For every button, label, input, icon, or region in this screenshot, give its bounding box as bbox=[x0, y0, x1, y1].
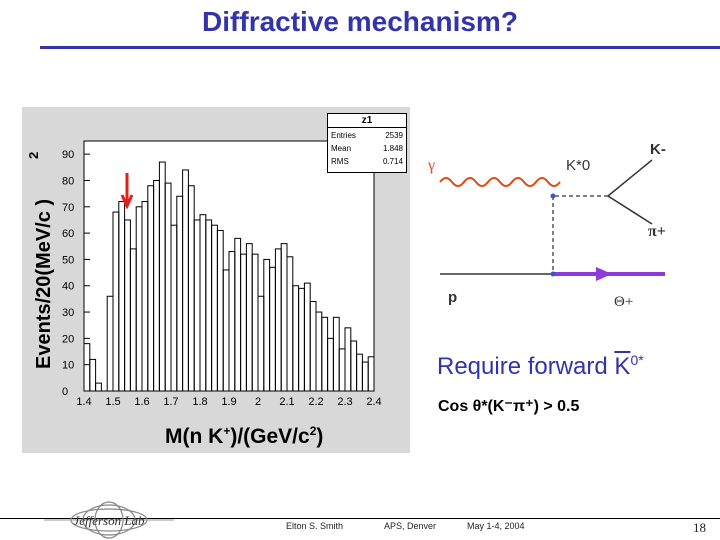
y-axis-label-sup: 2 bbox=[26, 152, 41, 159]
kminus-line bbox=[607, 159, 653, 197]
feynman-diagram: γ K*0 K- π+ p Θ+ bbox=[427, 141, 666, 310]
x-tick-label: 2.1 bbox=[279, 396, 294, 408]
kstar-label: K*0 bbox=[566, 157, 590, 174]
kminus-label: K- bbox=[650, 141, 666, 158]
x-tick-label: 1.5 bbox=[105, 396, 120, 408]
y-tick-label: 30 bbox=[62, 307, 74, 319]
y-tick-label: 40 bbox=[62, 281, 74, 293]
x-tick-label: 2.2 bbox=[308, 396, 323, 408]
kbar-symbol: K bbox=[614, 353, 631, 380]
x-tick-label: 1.7 bbox=[163, 396, 178, 408]
histogram-plot: 0 10 20 30 40 50 60 70 80 90 1.4 1.5 1.6 1.7 1.8 1.9 2 2… bbox=[62, 140, 382, 408]
x-axis-label: M(n K+)/(GeV/c2) bbox=[165, 424, 324, 448]
y-tick-label: 50 bbox=[62, 254, 74, 266]
jefferson-lab-logo: Jefferson Lab bbox=[44, 501, 174, 539]
footer-author: Elton S. Smith bbox=[286, 521, 344, 531]
gamma-label: γ bbox=[427, 157, 435, 174]
y-tick-label: 60 bbox=[62, 228, 74, 240]
logo-text: Jefferson Lab bbox=[73, 513, 145, 528]
footer-date: May 1-4, 2004 bbox=[467, 521, 525, 531]
piplus-line bbox=[607, 195, 653, 225]
stats-row: Entries 2539 bbox=[331, 131, 403, 140]
proton-label: p bbox=[448, 289, 457, 306]
y-axis-label: Events/20(MeV/c ) bbox=[33, 199, 55, 369]
y-axis-label-svg: Events/20(MeV/c ) 2 bbox=[26, 152, 55, 369]
y-tick-label: 10 bbox=[62, 360, 74, 372]
peak-arrow bbox=[120, 173, 134, 210]
cos-cut-text: Cos θ*(K⁻π⁺) > 0.5 bbox=[438, 398, 580, 415]
x-tick-label: 1.9 bbox=[221, 396, 236, 408]
stats-row: Mean 1.848 bbox=[331, 144, 403, 153]
vertex-bottom bbox=[550, 271, 556, 277]
x-tick-label: 2.4 bbox=[366, 396, 381, 408]
y-tick-label: 70 bbox=[62, 202, 74, 214]
svg-text:Events/20(MeV/c ): Events/20(MeV/c ) bbox=[33, 199, 55, 369]
histogram-bin bbox=[367, 356, 375, 392]
x-tick-label: 1.6 bbox=[134, 396, 149, 408]
y-tick-label: 90 bbox=[62, 149, 74, 161]
x-tick-label: 2 bbox=[255, 396, 261, 408]
y-tick-label: 0 bbox=[62, 386, 68, 398]
stats-box: z1 Entries 2539 Mean 1.848 RMS 0.714 bbox=[327, 113, 407, 173]
theta-label: Θ+ bbox=[614, 294, 633, 310]
photon-line bbox=[439, 177, 561, 187]
stats-title: z1 bbox=[328, 114, 406, 128]
slide-title: Diffractive mechanism? bbox=[202, 6, 518, 37]
x-tick-label: 2.3 bbox=[337, 396, 352, 408]
y-tick-label: 80 bbox=[62, 175, 74, 187]
require-forward-text: Require forward K0* bbox=[437, 352, 644, 380]
theta-arrow bbox=[596, 267, 612, 281]
x-tick-label: 1.4 bbox=[76, 396, 91, 408]
page-number: 18 bbox=[693, 520, 706, 535]
title-underline bbox=[40, 46, 720, 49]
footer-meeting: APS, Denver bbox=[384, 521, 437, 531]
histogram-bin bbox=[95, 382, 102, 392]
stats-row: RMS 0.714 bbox=[331, 157, 403, 166]
histogram-bin bbox=[89, 358, 97, 392]
vertex-top bbox=[550, 193, 556, 199]
y-tick-label: 20 bbox=[62, 333, 74, 345]
piplus-label: π+ bbox=[648, 223, 666, 240]
footer-rule bbox=[0, 518, 720, 519]
x-tick-label: 1.8 bbox=[192, 396, 207, 408]
